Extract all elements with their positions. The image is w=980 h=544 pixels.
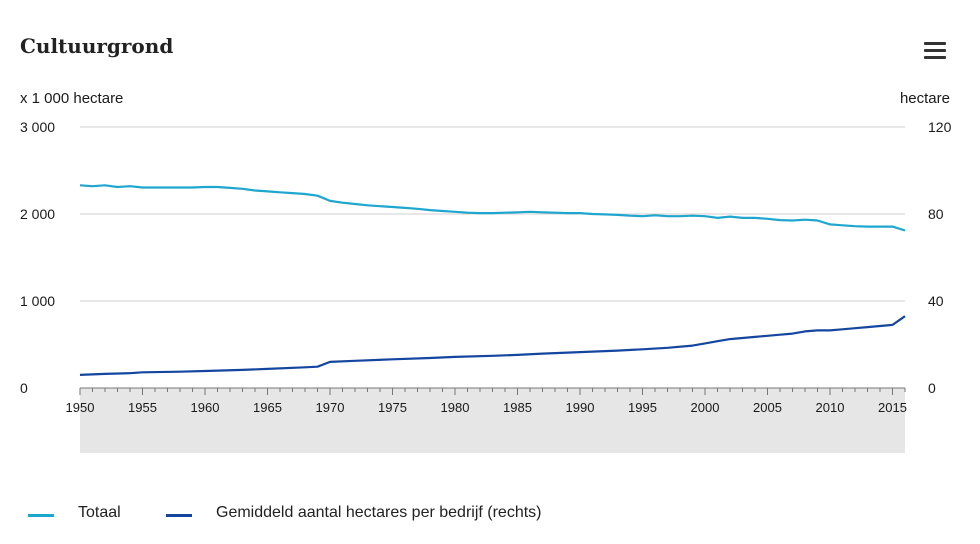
x-tick-label: 1965: [253, 400, 282, 415]
legend-label-gemiddeld: Gemiddeld aantal hectares per bedrijf (r…: [216, 504, 542, 521]
x-tick-label: 2015: [878, 400, 907, 415]
x-tick-label: 2010: [816, 400, 845, 415]
y-left-tick-label: 0: [20, 380, 28, 396]
x-tick-label: 1990: [566, 400, 595, 415]
y-right-tick-label: 120: [928, 119, 952, 135]
x-tick-label: 1950: [66, 400, 95, 415]
x-tick-label: 1955: [128, 400, 157, 415]
x-tick-label: 1995: [628, 400, 657, 415]
x-tick-label: 1960: [191, 400, 220, 415]
legend-label-totaal: Totaal: [78, 504, 121, 521]
hamburger-menu-icon[interactable]: [922, 40, 948, 62]
right-axis-unit: hectare: [899, 90, 950, 107]
x-tick-label: 2005: [753, 400, 782, 415]
y-left-tick-label: 2 000: [20, 206, 55, 222]
y-left-tick-label: 1 000: [20, 293, 55, 309]
y-right-tick-label: 80: [928, 206, 944, 222]
series-line-gemiddeld[interactable]: [79, 315, 906, 376]
x-tick-label: 1980: [441, 400, 470, 415]
y-right-tick-label: 0: [928, 380, 936, 396]
x-tick-label: 1975: [378, 400, 407, 415]
y-left-tick-label: 3 000: [20, 119, 55, 135]
x-tick-label: 2000: [691, 400, 720, 415]
x-tick-label: 1985: [503, 400, 532, 415]
y-right-tick-label: 40: [928, 293, 944, 309]
left-axis-unit: x 1 000 hectare: [20, 90, 124, 107]
series-line-totaal[interactable]: [79, 184, 906, 232]
legend-swatch-gemiddeld: [166, 514, 192, 517]
chart-title: Cultuurgrond: [20, 34, 174, 58]
x-axis-band: [80, 388, 905, 453]
x-tick-label: 1970: [316, 400, 345, 415]
legend-swatch-totaal: [28, 514, 54, 517]
